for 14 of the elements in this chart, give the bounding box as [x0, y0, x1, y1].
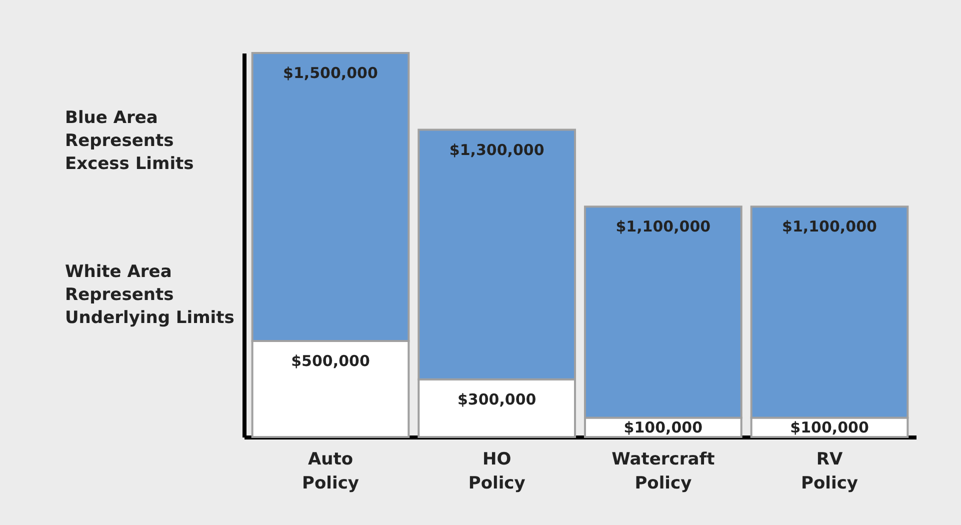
text: Blue Area Represents Excess Limits [65, 107, 195, 176]
data-label: $1,500,000 [283, 64, 378, 82]
x-tick-label: RV Policy [801, 450, 858, 494]
data-label: $1,300,000 [449, 140, 544, 159]
text: White Area Represents Underlying Limits [65, 261, 235, 330]
x-tick-label: HO Policy [468, 450, 526, 494]
data-label: $100,000 [624, 418, 703, 436]
x-tick-label: Watercraft Policy [612, 450, 715, 494]
data-label: $300,000 [457, 390, 536, 408]
data-label: $1,100,000 [616, 218, 711, 236]
x-tick-label: Auto Policy [302, 450, 359, 494]
data-label: $1,100,000 [782, 218, 877, 236]
data-label: $500,000 [291, 352, 370, 370]
data-label: $100,000 [790, 418, 869, 436]
